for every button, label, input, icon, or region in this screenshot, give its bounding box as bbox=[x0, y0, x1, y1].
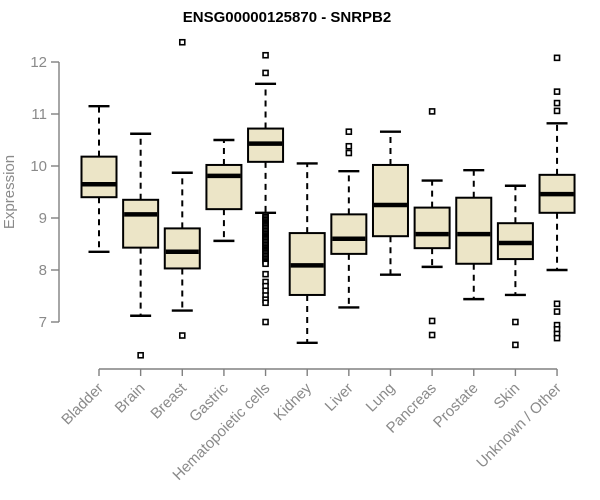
outlier-point-unknown-other bbox=[553, 54, 561, 62]
outlier-point-unknown-other bbox=[553, 300, 561, 308]
x-tick-label: Brain bbox=[112, 380, 149, 417]
box-pancreas bbox=[413, 206, 451, 250]
chart-title: ENSG00000125870 - SNRPB2 bbox=[183, 9, 391, 26]
outlier-point-hematopoietic-cells bbox=[262, 318, 269, 326]
outlier-point-hematopoietic-cells bbox=[262, 51, 269, 59]
box-breast bbox=[163, 227, 201, 270]
box-gastric bbox=[205, 163, 243, 211]
x-tick-label: Breast bbox=[147, 379, 190, 422]
x-tick-label: Liver bbox=[322, 380, 357, 415]
outlier-point-hematopoietic-cells bbox=[262, 270, 269, 278]
outlier-point-breast bbox=[178, 332, 186, 339]
x-tick-label: Bladder bbox=[58, 380, 107, 429]
outlier-point-unknown-other bbox=[553, 334, 561, 342]
y-tick-label: 8 bbox=[39, 262, 47, 279]
outlier-point-skin bbox=[512, 318, 519, 326]
outlier-point-liver bbox=[345, 142, 353, 150]
box-brain bbox=[122, 198, 160, 249]
box-prostate bbox=[455, 196, 493, 265]
outlier-point-unknown-other bbox=[553, 88, 561, 95]
x-tick-label: Prostate bbox=[430, 380, 482, 432]
outlier-point-pancreas bbox=[428, 317, 436, 325]
y-tick-label: 10 bbox=[30, 158, 47, 175]
outlier-point-breast bbox=[178, 38, 186, 46]
y-tick-label: 11 bbox=[31, 106, 47, 123]
outlier-point-liver bbox=[345, 128, 353, 135]
outlier-point-hematopoietic-cells bbox=[262, 260, 269, 268]
box-bladder bbox=[80, 155, 118, 199]
outlier-point-liver bbox=[345, 149, 353, 157]
outlier-point-skin bbox=[512, 341, 519, 349]
outlier-point-pancreas bbox=[428, 331, 436, 339]
y-axis-title: Expression bbox=[1, 155, 18, 229]
y-tick-label: 9 bbox=[39, 210, 47, 227]
outlier-point-unknown-other bbox=[553, 107, 561, 115]
x-tick-label: Skin bbox=[491, 380, 524, 413]
x-tick-label: Kidney bbox=[271, 379, 316, 424]
outlier-point-pancreas bbox=[428, 108, 436, 115]
y-tick-label: 12 bbox=[30, 54, 47, 71]
x-tick-label: Lung bbox=[363, 380, 399, 416]
outlier-point-unknown-other bbox=[553, 99, 561, 107]
box-lung bbox=[371, 163, 409, 238]
outlier-point-hematopoietic-cells bbox=[262, 299, 269, 307]
y-tick-label: 7 bbox=[39, 314, 47, 331]
outlier-point-brain bbox=[137, 351, 144, 359]
outlier-point-hematopoietic-cells bbox=[262, 69, 269, 77]
outlier-point-unknown-other bbox=[553, 308, 561, 315]
box-liver bbox=[330, 213, 368, 255]
